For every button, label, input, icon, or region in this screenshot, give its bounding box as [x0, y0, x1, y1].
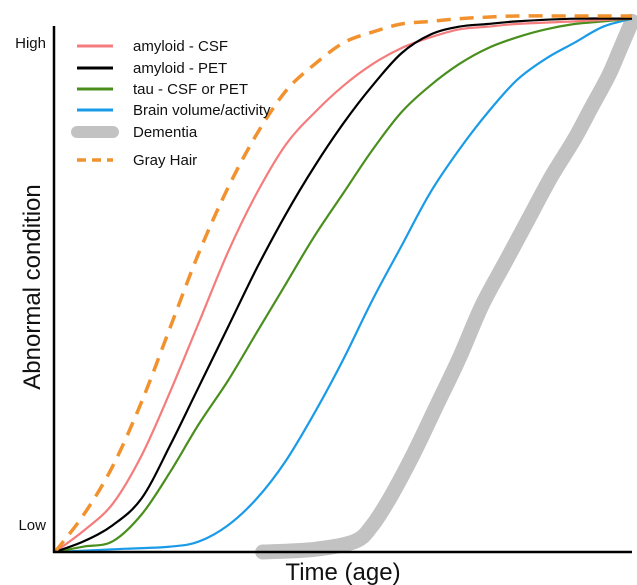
y-tick-label-high: High — [15, 35, 46, 52]
legend-label-dementia: Dementia — [133, 124, 198, 141]
series-line-tau-csf-or-pet — [54, 17, 633, 554]
series-line-gray-hair — [53, 14, 632, 554]
legend: amyloid - CSF amyloid - PET tau - CSF or P… — [71, 38, 271, 169]
legend-label-tau-csf-or-pet: tau - CSF or PET — [133, 81, 248, 98]
y-axis-title: Abnormal condition — [19, 184, 46, 389]
x-axis-title: Time (age) — [285, 559, 400, 585]
legend-label-brain-volume-activity: Brain volume/activity — [133, 102, 271, 119]
series-line-dementia — [255, 13, 637, 560]
y-tick-label-low: Low — [18, 517, 46, 534]
legend-label-amyloid-pet: amyloid - PET — [133, 60, 227, 77]
series-line-amyloid-pet — [54, 17, 633, 554]
series-line-amyloid-csf — [54, 17, 633, 553]
legend-label-amyloid-csf: amyloid - CSF — [133, 38, 228, 55]
series-layer — [53, 13, 637, 560]
legend-label-gray-hair: Gray Hair — [133, 152, 197, 169]
y-tick-labels: Low High — [15, 35, 46, 534]
series-line-brain-volume-activity — [54, 17, 633, 554]
